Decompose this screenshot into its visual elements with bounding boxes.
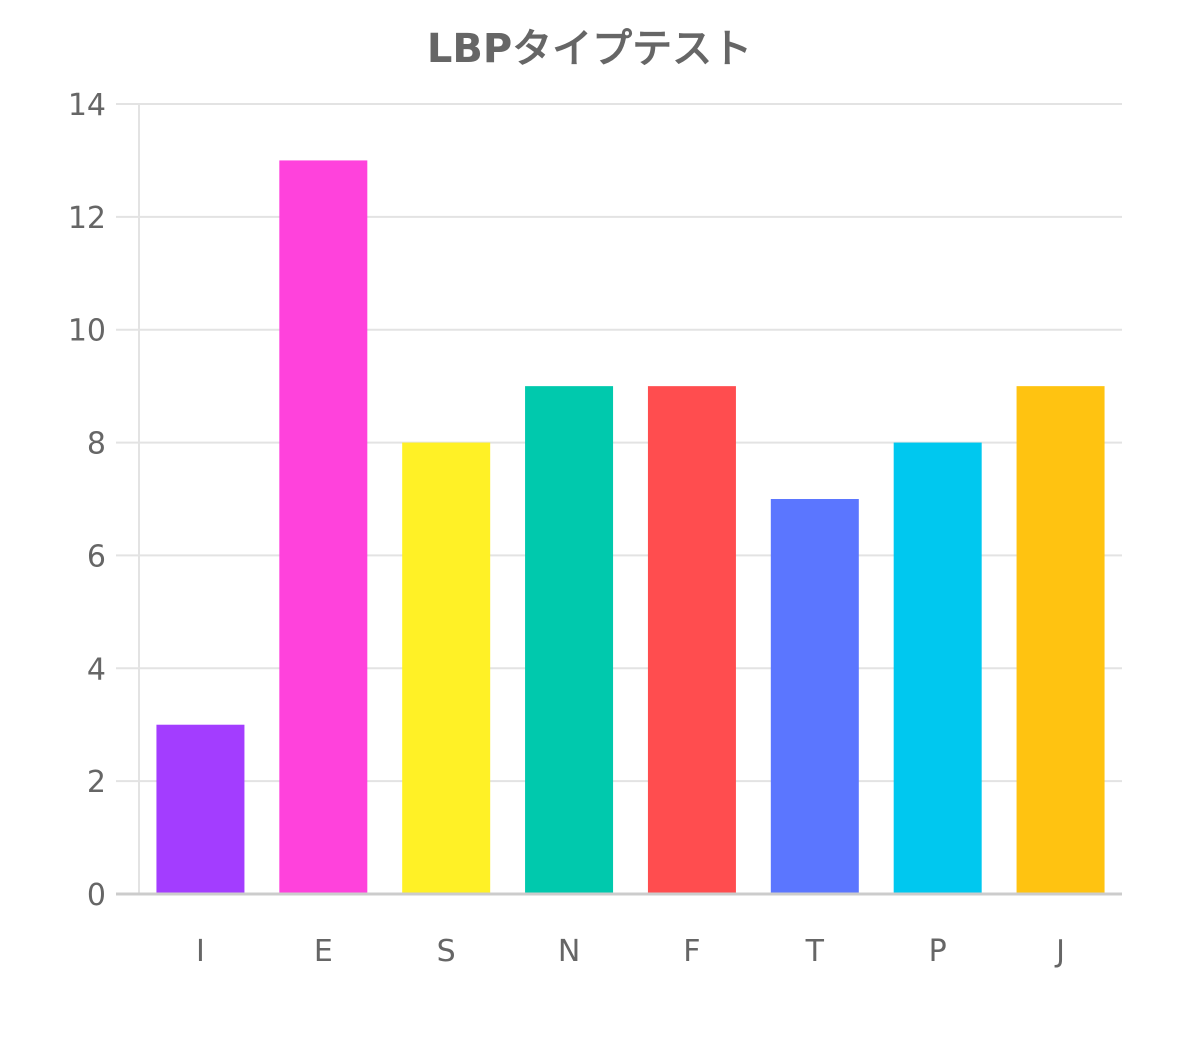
axes xyxy=(116,104,1122,896)
x-tick-label: P xyxy=(929,934,947,969)
y-axis-ticks: 0 2 4 6 8 10 12 14 xyxy=(68,88,106,913)
bar-P xyxy=(893,442,982,894)
chart-title: LBPタイプテスト xyxy=(426,26,753,72)
bar-T xyxy=(770,499,859,894)
y-tick-label: 14 xyxy=(68,88,106,123)
x-tick-label: E xyxy=(314,934,333,969)
bars xyxy=(156,160,1105,894)
bar-N xyxy=(525,386,614,894)
y-tick-label: 8 xyxy=(87,427,106,462)
bar-I xyxy=(156,724,245,894)
bar-J xyxy=(1016,386,1105,894)
x-tick-label: T xyxy=(805,934,825,969)
y-tick-label: 6 xyxy=(87,539,106,574)
y-tick-label: 0 xyxy=(87,878,106,913)
y-tick-label: 4 xyxy=(87,652,106,687)
bar-F xyxy=(647,386,736,894)
y-tick-label: 12 xyxy=(68,201,106,236)
y-tick-label: 2 xyxy=(87,765,106,800)
x-tick-label: N xyxy=(558,934,580,969)
y-tick-label: 10 xyxy=(68,314,106,349)
x-tick-label: F xyxy=(683,934,700,969)
bar-S xyxy=(402,442,491,894)
bar-E xyxy=(279,160,368,894)
x-tick-label: S xyxy=(437,934,456,969)
x-tick-label: J xyxy=(1054,934,1065,969)
x-tick-label: I xyxy=(196,934,205,969)
